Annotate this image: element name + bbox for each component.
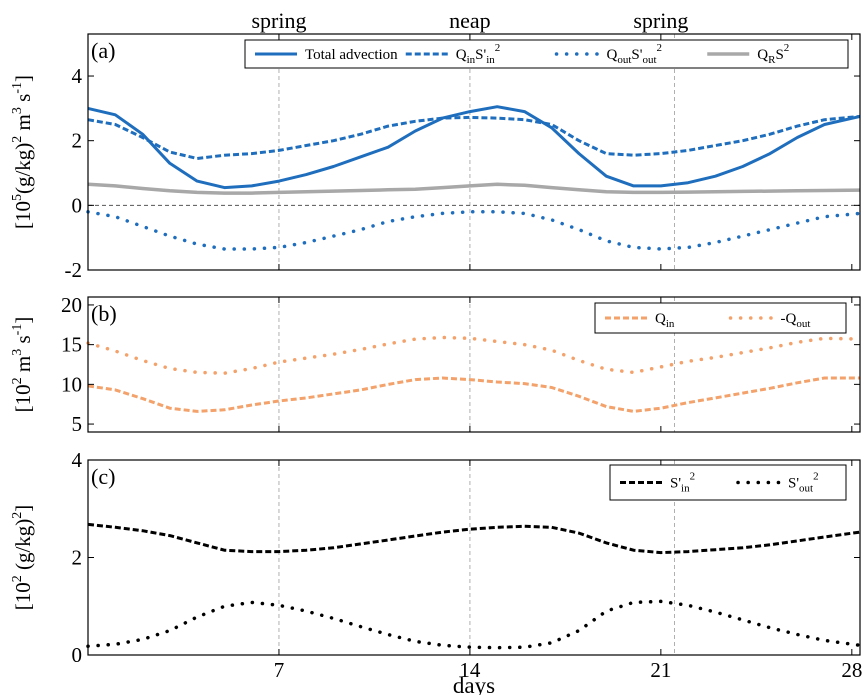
y-axis-label: [102 m3 s-1] xyxy=(10,317,35,413)
series-line xyxy=(86,335,862,375)
y-tick-label: -2 xyxy=(65,258,83,282)
panel-label: (b) xyxy=(91,301,117,326)
y-tick-label: 20 xyxy=(61,293,82,317)
x-tick-label: 21 xyxy=(650,658,671,682)
y-tick-label: 2 xyxy=(72,546,83,570)
y-axis-label: [102 (g/kg)2] xyxy=(10,505,35,611)
panel-a: -2 0 2 4 (a) [105(g/kg)2 m3 s-1] Total advecti… xyxy=(10,33,862,282)
y-tick-label: 0 xyxy=(72,643,83,667)
y-tick-label: 2 xyxy=(72,129,83,153)
series-line xyxy=(87,182,861,195)
y-tick-label: 4 xyxy=(72,448,83,472)
series-line xyxy=(87,114,861,160)
panel-label: (c) xyxy=(91,464,115,489)
y-tick-label: 15 xyxy=(61,333,82,357)
series-line xyxy=(86,599,862,650)
series-line xyxy=(87,376,860,413)
y-tick-label: 0 xyxy=(72,193,83,217)
phase-label: spring xyxy=(633,8,688,33)
plot-frame xyxy=(87,296,861,433)
phase-label: neap xyxy=(449,8,491,33)
phase-label: spring xyxy=(251,8,306,33)
x-tick-label: 28 xyxy=(841,658,862,682)
y-tick-label: 10 xyxy=(61,372,82,396)
series-line xyxy=(86,210,862,251)
panel-label: (a) xyxy=(91,38,115,63)
series-line xyxy=(87,522,861,555)
plot-frame xyxy=(87,33,861,271)
x-tick-label: 7 xyxy=(274,658,285,682)
y-tick-label: 5 xyxy=(72,412,83,436)
x-axis-label: days xyxy=(453,673,495,695)
series-line xyxy=(87,105,861,190)
y-tick-label: 4 xyxy=(72,64,83,88)
panel-c: 024(c)[102 (g/kg)2]S'in2 S'out2 xyxy=(10,448,862,667)
x-tick-label: 14 xyxy=(459,658,481,682)
y-axis-label: [105(g/kg)2 m3 s-1] xyxy=(10,75,35,229)
legend-label: Total advection xyxy=(305,47,398,63)
